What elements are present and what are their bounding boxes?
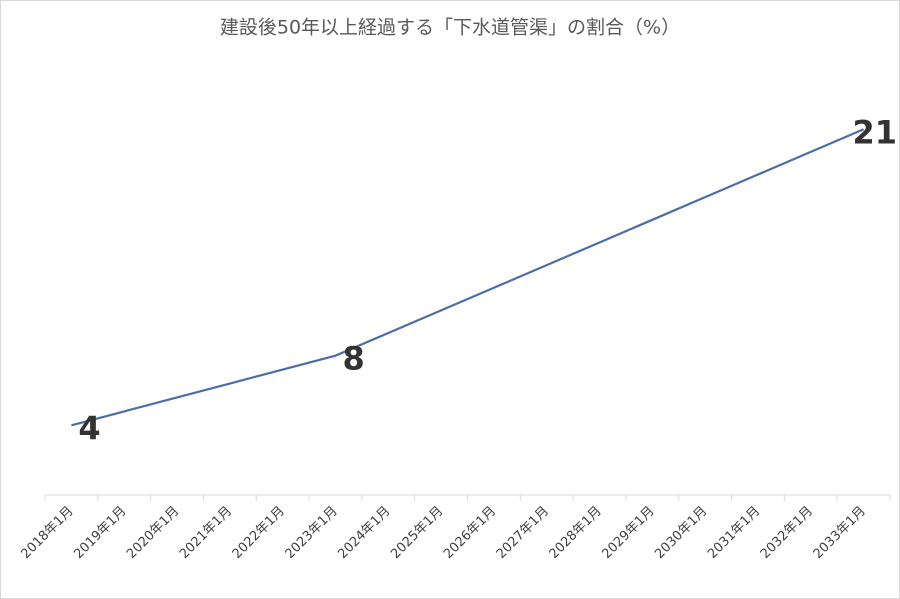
data-label: 21: [852, 113, 897, 151]
series-line: [71, 128, 865, 427]
chart-title: 建設後50年以上経過する「下水道管渠」の割合（%）: [220, 17, 680, 39]
data-label: 8: [342, 340, 364, 378]
data-label: 4: [78, 409, 100, 447]
